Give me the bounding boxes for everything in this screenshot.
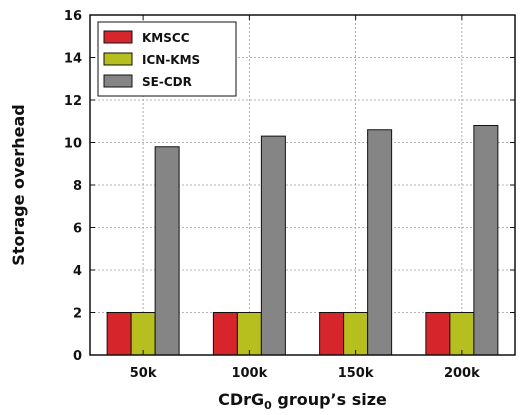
- y-tick-label: 4: [73, 264, 82, 279]
- legend-swatch: [103, 52, 133, 66]
- legend-swatch: [103, 30, 133, 44]
- bar-kmscc: [319, 312, 345, 356]
- y-axis-title: Storage overhead: [9, 104, 28, 265]
- axis-ticks: 0 2 4 6 8 10 12 14 16 50k 100k 150k 200k: [64, 9, 515, 381]
- legend-label: ICN-KMS: [142, 53, 200, 67]
- legend: KMSCC ICN-KMS SE-CDR: [97, 21, 237, 97]
- bar-kmscc: [425, 312, 451, 356]
- bar-icn-kms: [449, 312, 475, 356]
- y-tick-label: 0: [73, 349, 82, 364]
- bar-kmscc: [212, 312, 238, 356]
- bar-kmscc: [106, 312, 132, 356]
- bar-se-cdr: [154, 146, 180, 356]
- legend-label: SE-CDR: [142, 75, 192, 89]
- legend-label: KMSCC: [142, 31, 190, 45]
- y-tick-label: 6: [73, 222, 82, 237]
- x-axis-title-rest: group’s size: [272, 390, 387, 409]
- bar-icn-kms: [343, 312, 369, 356]
- x-tick-label: 50k: [130, 366, 157, 381]
- x-axis-title-main: CDrG: [218, 390, 264, 409]
- x-tick-label: 100k: [231, 366, 267, 381]
- y-tick-label: 2: [73, 307, 82, 322]
- x-tick-label: 150k: [338, 366, 374, 381]
- bar-se-cdr: [260, 135, 286, 356]
- grid-lines: [90, 15, 515, 355]
- bar-icn-kms: [236, 312, 262, 356]
- legend-swatch: [103, 74, 133, 88]
- bar-icn-kms: [130, 312, 156, 356]
- y-tick-label: 16: [64, 9, 82, 24]
- y-tick-label: 14: [64, 52, 82, 67]
- y-tick-label: 10: [64, 137, 82, 152]
- x-axis-title: CDrG0 group’s size: [218, 390, 387, 412]
- y-tick-label: 12: [64, 94, 82, 109]
- bar-se-cdr: [473, 125, 499, 356]
- bar-se-cdr: [367, 129, 393, 356]
- y-tick-label: 8: [73, 179, 82, 194]
- x-tick-label: 200k: [444, 366, 480, 381]
- bars: [106, 125, 499, 356]
- x-axis-title-subscript: 0: [264, 399, 272, 412]
